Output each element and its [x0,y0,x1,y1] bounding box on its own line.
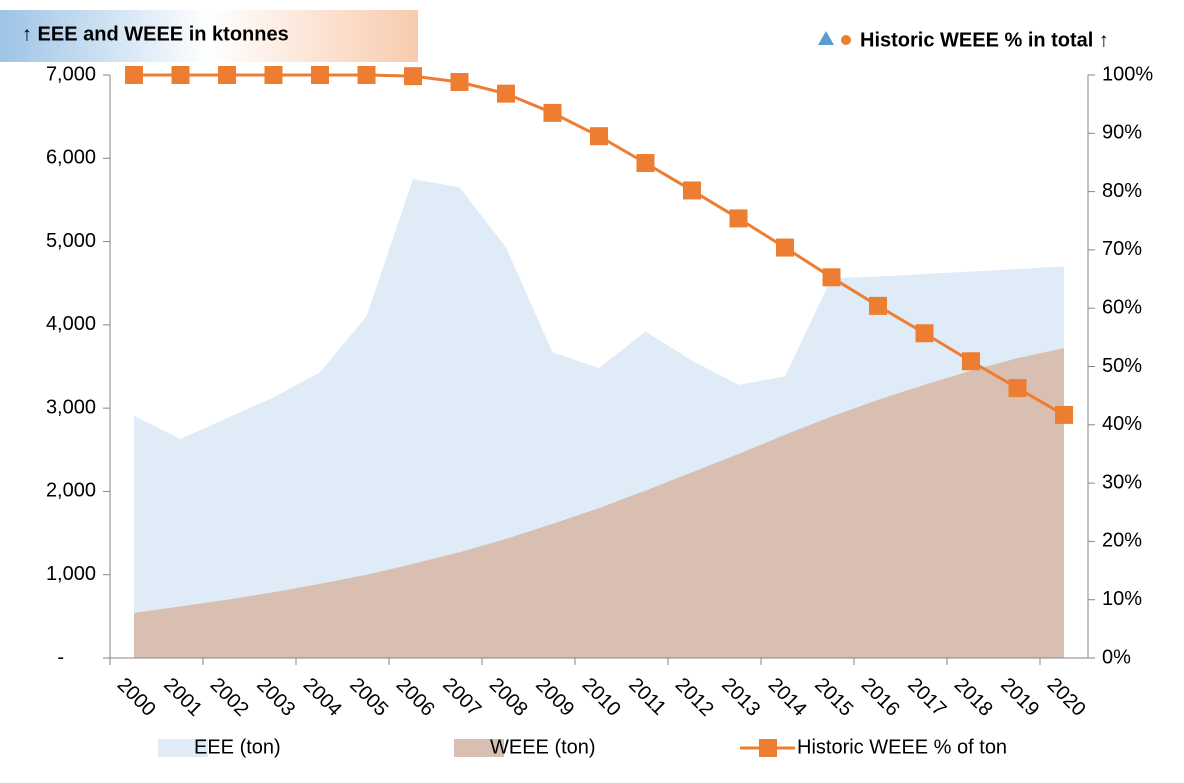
y-tick-label: 5,000 [46,230,96,252]
y2-tick-label: 80% [1102,180,1142,202]
x-tick-label: 2017 [903,674,950,721]
x-tick-label: 2009 [531,674,578,721]
marker [729,209,748,228]
marker [218,66,236,84]
y2-tick-label: 70% [1102,238,1142,260]
legend-swatch [454,739,504,757]
y-tick-label: 1,000 [46,563,96,585]
y2-tick-label: 10% [1102,588,1142,610]
legend-swatch [158,739,208,757]
y2-tick-label: 40% [1102,413,1142,435]
marker [404,67,422,86]
plot-area: - 1,000 2,000 3,000 4,000 5,000 6,000 7,000 0% 10… [46,63,1153,720]
y2-title: Historic WEEE % in total ↑ [860,29,1109,51]
chart-title: ↑ EEE and WEEE in ktonnes [22,23,289,45]
marker [776,238,794,257]
y2-tick-label: 60% [1102,296,1142,318]
marker [311,66,329,84]
legend-label: EEE (ton) [194,736,281,758]
y2-tick-label: 100% [1102,63,1153,85]
marker [543,103,562,122]
marker [683,181,701,200]
y2-tick-label: 0% [1102,646,1131,668]
marker [590,127,608,146]
y2-tick-label: 20% [1102,530,1142,552]
x-tick-label: 2006 [392,674,439,721]
marker [1008,379,1027,398]
marker [125,66,143,84]
marker [636,154,655,173]
x-tick-label: 2000 [113,674,160,721]
y-tick-label: 4,000 [46,313,96,335]
x-tick-label: 2010 [578,674,625,721]
x-tick-label: 2007 [438,674,485,721]
x-tick-label: 2019 [996,674,1043,721]
y-tick-label: 6,000 [46,147,96,169]
marker [497,84,515,103]
circle-icon [841,35,851,45]
marker [1055,405,1073,424]
x-tick-label: 2013 [717,674,764,721]
marker [171,66,190,84]
x-tick-label: 2020 [1043,674,1090,721]
x-tick-label: 2011 [624,674,670,720]
triangle-icon [818,31,834,45]
marker [915,324,934,343]
legend-marker [759,739,777,757]
y2-tick-label: 50% [1102,355,1142,377]
y2-tick-label: 30% [1102,471,1142,493]
marker [264,66,283,84]
legend-label: WEEE (ton) [490,736,596,758]
x-tick-label: 2014 [764,674,811,721]
x-tick-label: 2018 [950,674,997,721]
x-tick-label: 2016 [857,674,904,721]
y-tick-label: 7,000 [46,63,96,85]
title-box [0,10,418,62]
marker [822,268,841,287]
x-tick-label: 2015 [810,674,857,721]
x-tick-label: 2008 [485,674,532,721]
x-tick-label: 2012 [671,674,718,721]
area [134,348,1064,658]
marker [962,352,980,371]
marker [869,296,887,315]
x-tick-label: 2003 [252,674,299,721]
x-tick-label: 2005 [345,674,392,721]
y2-tick-label: 90% [1102,122,1142,144]
marker [357,66,376,84]
x-tick-label: 2004 [299,674,346,721]
marker [450,72,469,91]
y-tick-label: 3,000 [46,396,96,418]
x-tick-label: 2001 [159,674,206,721]
y-tick-label: - [57,646,64,668]
legend-label: Historic WEEE % of ton [797,736,1007,758]
x-tick-label: 2002 [206,674,253,721]
y-tick-label: 2,000 [46,480,96,502]
